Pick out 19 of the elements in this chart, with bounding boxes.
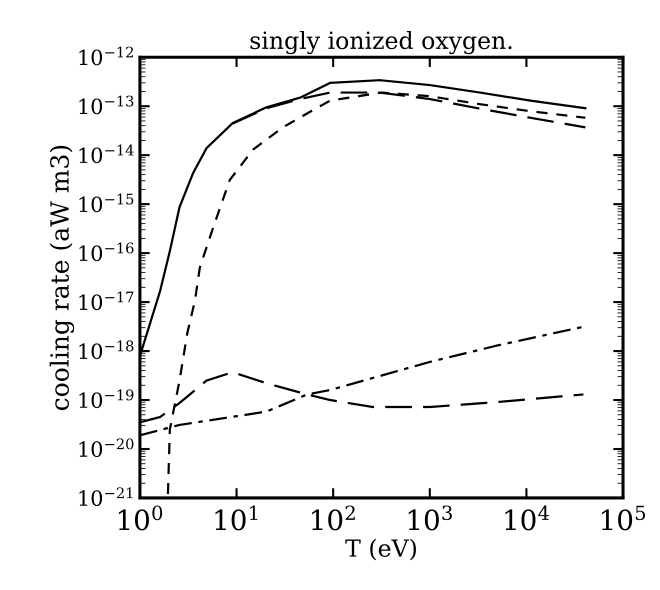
x-tick-label: 10$^{3}$ [408, 505, 452, 530]
chart-title: singly ionized oxygen. [250, 30, 512, 54]
y-tick-label: 10$^{−15}$ [79, 194, 134, 212]
x-tick-label: 10$^{1}$ [215, 505, 258, 530]
y-tick-label: 10$^{−18}$ [79, 340, 134, 360]
y-tick-label: 10$^{−13}$ [79, 96, 134, 114]
y-tick-label: 10$^{−16}$ [79, 242, 134, 262]
x-tick-label: 10$^{0}$ [118, 505, 162, 530]
y-tick-label: 10$^{−17}$ [79, 291, 134, 310]
x-tick-label: 10$^{4}$ [505, 505, 549, 530]
x-tick-label: 10$^{2}$ [312, 505, 355, 530]
y-axis-title: cooling rate (aW m3) [50, 146, 74, 410]
y-tick-label: 10$^{−14}$ [79, 144, 134, 164]
y-tick-label: 10$^{−21}$ [79, 487, 132, 506]
x-tick-label: 10$^{5}$ [602, 506, 646, 530]
y-tick-label: 10$^{−12}$ [79, 46, 133, 66]
y-tick-label: 10$^{−20}$ [79, 438, 134, 458]
x-axis-title: T (eV) [345, 538, 416, 560]
y-tick-label: 10$^{−19}$ [79, 389, 134, 408]
